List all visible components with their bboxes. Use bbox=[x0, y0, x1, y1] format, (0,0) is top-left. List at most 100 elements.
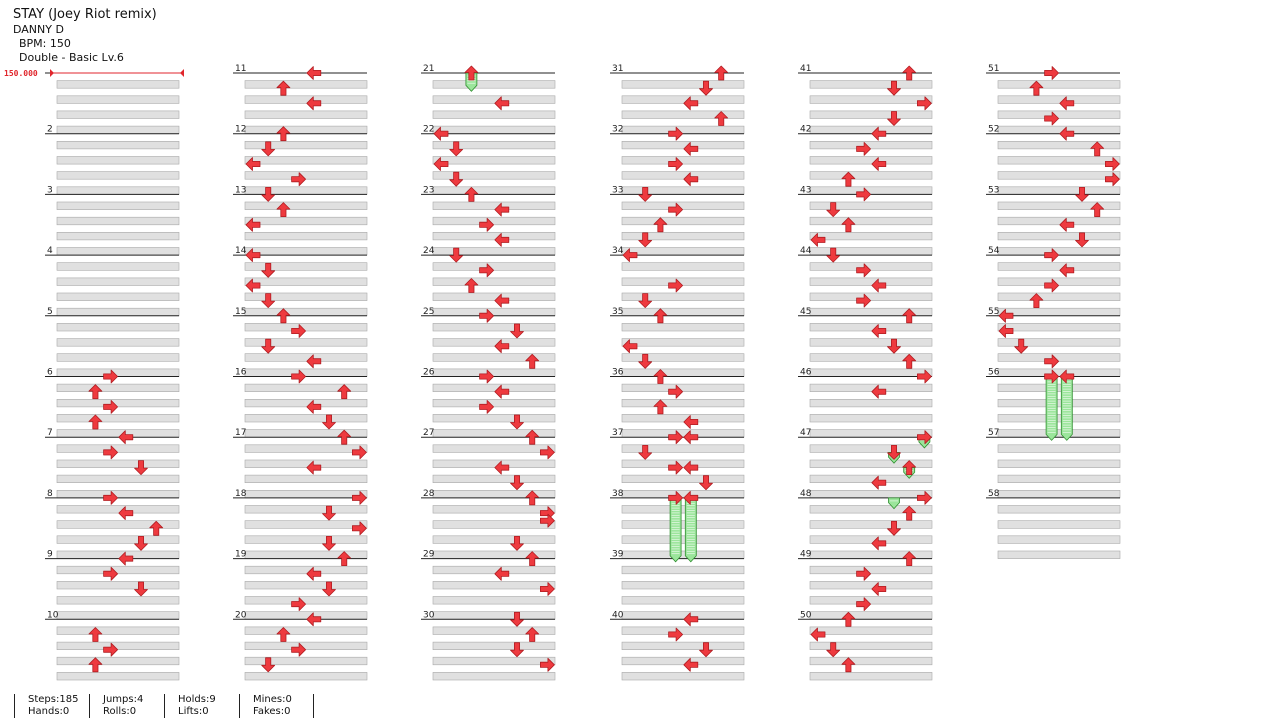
beat-band bbox=[621, 520, 745, 529]
beat-band bbox=[621, 641, 745, 650]
right-arrow-icon bbox=[1044, 248, 1059, 263]
down-arrow-icon bbox=[261, 262, 276, 278]
measure-number: 8 bbox=[47, 489, 53, 499]
beat-band bbox=[432, 383, 556, 393]
beat-band bbox=[621, 125, 745, 134]
measure-number: 51 bbox=[988, 64, 999, 74]
down-arrow-icon bbox=[638, 293, 653, 309]
beat-band bbox=[621, 141, 745, 150]
beat-band bbox=[809, 672, 933, 681]
right-arrow-icon bbox=[668, 278, 683, 293]
up-arrow-icon bbox=[1090, 202, 1105, 218]
up-arrow-icon bbox=[902, 65, 917, 81]
right-arrow-icon bbox=[856, 141, 871, 156]
measure-number: 2 bbox=[47, 125, 53, 135]
up-arrow-icon bbox=[149, 520, 164, 536]
beat-band bbox=[56, 186, 180, 195]
right-arrow-icon bbox=[1044, 278, 1059, 293]
left-arrow-icon bbox=[871, 475, 887, 490]
down-arrow-icon bbox=[1075, 186, 1089, 202]
beat-band bbox=[997, 429, 1121, 438]
beat-band bbox=[432, 535, 556, 544]
beat-band bbox=[621, 110, 745, 119]
beat-band bbox=[621, 596, 745, 605]
measure-number: 23 bbox=[423, 185, 434, 195]
down-arrow-icon bbox=[1075, 232, 1089, 248]
down-arrow-icon bbox=[638, 186, 653, 202]
bpm-marker-right-tick bbox=[180, 69, 184, 77]
hold-note bbox=[1045, 376, 1058, 441]
left-arrow-icon bbox=[1059, 369, 1075, 384]
measure-number: 4 bbox=[47, 246, 53, 256]
beat-band bbox=[432, 247, 556, 256]
beat-band bbox=[432, 611, 556, 620]
beat-band bbox=[621, 444, 745, 453]
beat-band bbox=[432, 672, 556, 681]
beat-band bbox=[621, 216, 745, 226]
beat-band bbox=[809, 474, 933, 484]
beat-band bbox=[244, 414, 368, 423]
measure-bands bbox=[56, 80, 1121, 681]
left-arrow-icon bbox=[683, 96, 699, 111]
beat-band bbox=[244, 398, 368, 408]
beat-band bbox=[809, 262, 933, 271]
beat-band bbox=[56, 474, 180, 484]
left-arrow-icon bbox=[1059, 96, 1075, 111]
down-arrow-icon bbox=[510, 323, 524, 339]
measure-number: 42 bbox=[800, 125, 811, 135]
beat-band bbox=[809, 626, 933, 635]
up-arrow-icon bbox=[902, 551, 917, 566]
beat-band bbox=[432, 459, 556, 468]
right-arrow-icon bbox=[291, 642, 307, 657]
beat-band bbox=[432, 141, 556, 150]
stat-jumps: Jumps:4 bbox=[103, 694, 144, 705]
beat-band bbox=[56, 125, 180, 134]
down-arrow-icon bbox=[887, 80, 901, 96]
stat-steps: Steps:185 bbox=[28, 694, 79, 705]
right-arrow-icon bbox=[479, 399, 495, 414]
beat-band bbox=[432, 186, 556, 195]
left-arrow-icon bbox=[871, 278, 887, 293]
down-arrow-icon bbox=[826, 247, 841, 263]
up-arrow-icon bbox=[902, 505, 917, 521]
beat-band bbox=[432, 110, 556, 119]
beat-band bbox=[56, 429, 180, 438]
beat-band bbox=[244, 672, 368, 681]
beat-band bbox=[56, 338, 180, 347]
up-arrow-icon bbox=[525, 627, 540, 642]
up-arrow-icon bbox=[337, 551, 352, 566]
down-arrow-icon bbox=[322, 414, 336, 430]
up-arrow-icon bbox=[841, 217, 856, 233]
measure-number: 52 bbox=[988, 125, 999, 135]
beat-band bbox=[56, 323, 180, 332]
beat-band bbox=[56, 550, 180, 559]
beat-band bbox=[244, 596, 368, 605]
song-bpm: BPM: 150 bbox=[19, 37, 71, 50]
beat-band bbox=[997, 277, 1121, 286]
beat-band bbox=[56, 262, 180, 271]
up-arrow-icon bbox=[902, 460, 917, 476]
up-arrow-icon bbox=[276, 126, 291, 142]
stat-mines: Mines:0 bbox=[253, 694, 292, 705]
measure-number: 56 bbox=[988, 368, 1000, 378]
beat-band bbox=[432, 323, 556, 332]
measure-number: 37 bbox=[612, 428, 623, 438]
down-arrow-icon bbox=[261, 657, 276, 673]
up-arrow-icon bbox=[841, 657, 856, 673]
left-arrow-icon bbox=[245, 217, 261, 232]
beat-band bbox=[621, 672, 745, 681]
measure-number: 15 bbox=[235, 307, 246, 317]
beat-band bbox=[56, 505, 180, 514]
left-arrow-icon bbox=[118, 506, 134, 520]
beat-band bbox=[244, 581, 368, 590]
right-arrow-icon bbox=[1105, 172, 1120, 187]
beat-band bbox=[809, 171, 933, 180]
beat-band bbox=[56, 80, 180, 89]
beat-band bbox=[997, 80, 1121, 89]
beat-band bbox=[56, 414, 180, 423]
left-arrow-icon bbox=[683, 415, 699, 429]
measure-number: 44 bbox=[800, 246, 812, 256]
down-arrow-icon bbox=[134, 460, 148, 476]
beat-band bbox=[432, 444, 556, 453]
right-arrow-icon bbox=[668, 627, 683, 642]
